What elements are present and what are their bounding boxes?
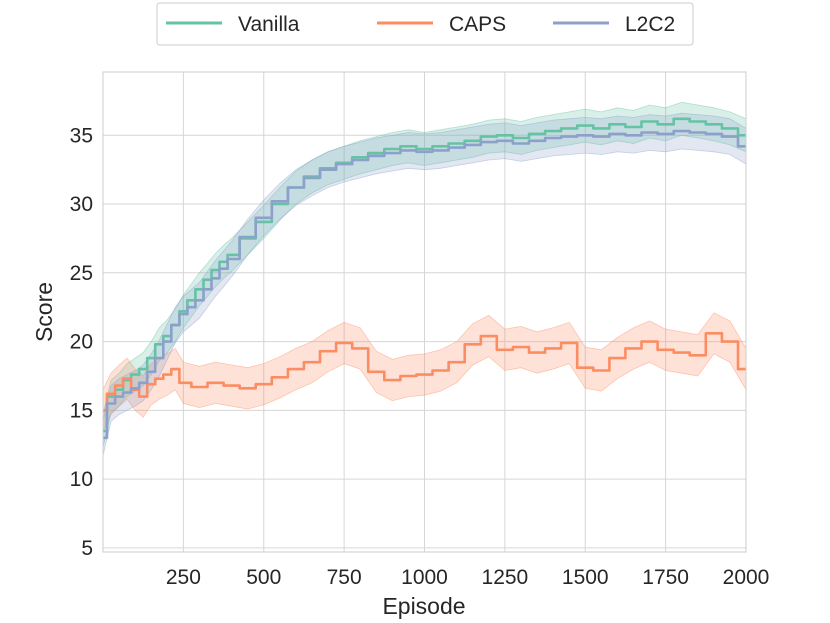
y-tick-label: 25 (70, 262, 93, 285)
y-tick-label: 10 (70, 468, 93, 491)
x-axis-ticks: 250 500 750 1000 1250 1500 1750 2000 (166, 566, 770, 589)
x-tick-label: 1500 (562, 566, 609, 589)
legend-label-vanilla: Vanilla (238, 13, 300, 36)
caps-line (103, 332, 746, 412)
plot-frame (102, 71, 747, 553)
y-tick-label: 5 (81, 537, 93, 560)
x-tick-label: 750 (327, 566, 362, 589)
vanilla-line (103, 117, 746, 433)
x-tick-label: 1750 (642, 566, 689, 589)
x-tick-label: 2000 (723, 566, 770, 589)
x-tick-label: 1000 (401, 566, 448, 589)
y-tick-label: 30 (70, 193, 93, 216)
legend-label-caps: CAPS (449, 13, 506, 36)
l2c2-line (103, 129, 746, 440)
series-lines (103, 117, 746, 440)
y-axis-label: Score (31, 282, 57, 342)
x-axis-label: Episode (382, 593, 465, 619)
grid-lines (103, 72, 747, 552)
x-tick-label: 500 (246, 566, 281, 589)
x-tick-label: 1250 (482, 566, 529, 589)
y-tick-label: 15 (70, 399, 93, 422)
legend-label-l2c2: L2C2 (625, 13, 675, 36)
y-tick-label: 20 (70, 331, 93, 354)
y-axis-ticks: 5 10 15 20 25 30 35 (70, 124, 93, 560)
legend: Vanilla CAPS L2C2 (156, 2, 694, 46)
x-tick-label: 250 (166, 566, 201, 589)
y-tick-label: 35 (70, 124, 93, 147)
